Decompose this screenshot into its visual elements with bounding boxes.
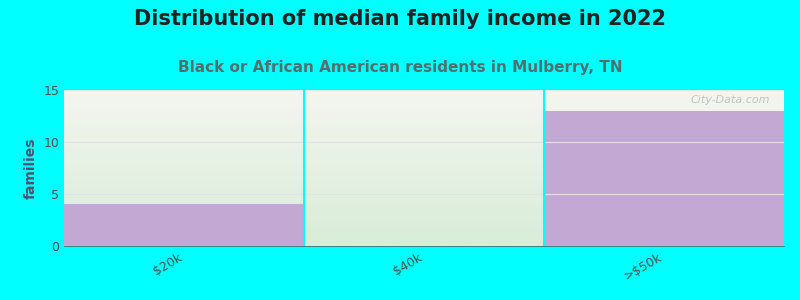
- Y-axis label: families: families: [24, 137, 38, 199]
- Bar: [544, 111, 784, 246]
- Text: Black or African American residents in Mulberry, TN: Black or African American residents in M…: [178, 60, 622, 75]
- Bar: [64, 204, 304, 246]
- Text: Distribution of median family income in 2022: Distribution of median family income in …: [134, 9, 666, 29]
- Text: City-Data.com: City-Data.com: [690, 95, 770, 105]
